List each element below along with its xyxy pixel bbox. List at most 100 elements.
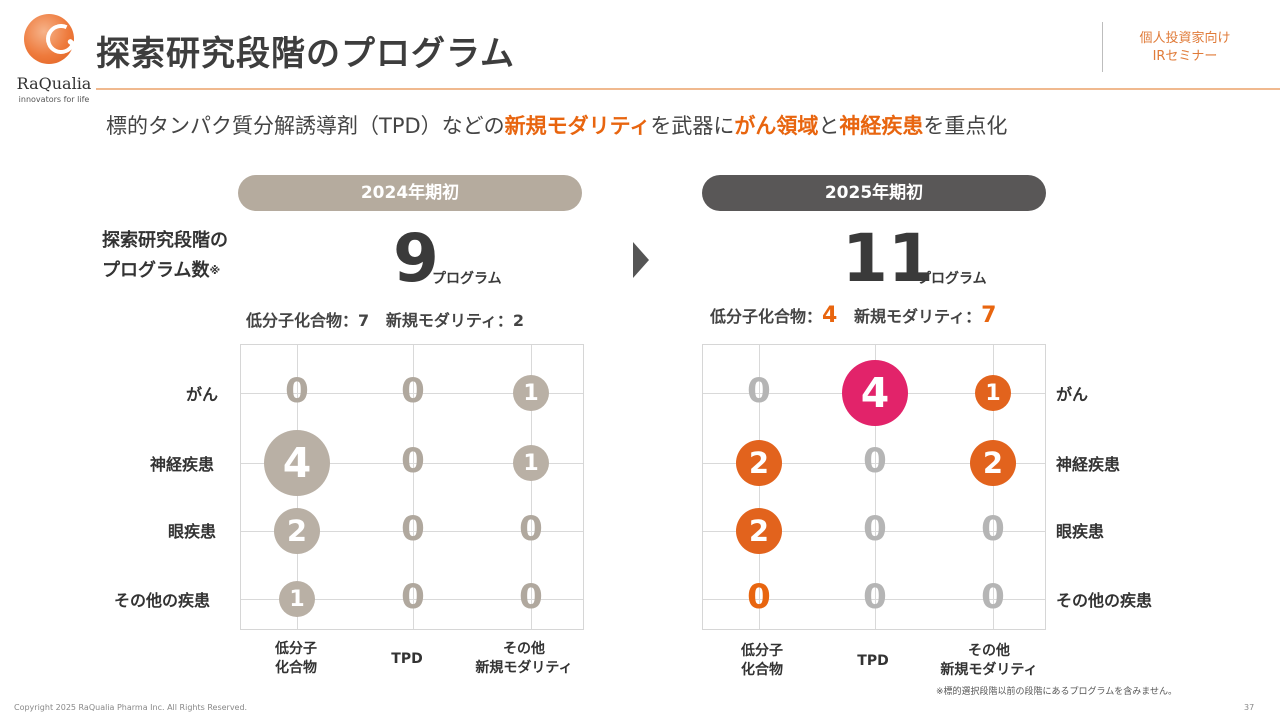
logo-name: RaQualia [16,74,92,93]
period-2025-pill: 2025年期初 [702,175,1046,211]
arrow-right-icon [633,242,649,278]
page-number: 37 [1244,703,1255,712]
col-label-small-2025: 低分子 化合物 [702,642,822,680]
row-label-neuro-left: 神経疾患 [150,455,215,474]
col-label-tpd-2025: TPD [813,652,933,671]
col-label-small-2025-line-2: 化合物 [741,662,783,678]
col-label-tpd-2024: TPD [347,650,467,669]
cell-2024-eye-tpd: 0 [401,509,425,549]
cell-2025-eye-modality: 0 [981,509,1005,549]
logo-tagline: innovators for life [18,95,90,104]
grid-line-vertical [993,345,994,629]
subtitle-highlight-modality: 新規モダリティ [504,114,651,138]
grid-line-vertical [759,345,760,629]
cell-2025-eye-tpd: 0 [863,509,887,549]
cell-2025-neuro-small: 2 [736,440,782,486]
subtitle-highlight-cancer: がん領域 [734,114,819,138]
page-title: 探索研究段階のプログラム [96,34,515,74]
grid-line-horizontal [241,463,583,464]
col-label-small-2024-line-1: 低分子 [275,641,317,657]
cell-2025-other-modality: 0 [981,577,1005,617]
row-label-other-right: その他の疾患 [1056,591,1153,610]
subtitle-highlight-neuro: 神経疾患 [839,114,924,138]
subtitle-part-2: を武器に [650,114,735,138]
row-label-neuro-right: 神経疾患 [1056,455,1121,474]
cell-2025-cancer-modality: 1 [975,375,1011,411]
footnote: ※標的選択段階以前の段階にあるプログラムを含みません。 [936,687,1178,697]
cell-2025-neuro-tpd: 0 [863,441,887,481]
col-label-modality-2025: その他 新規モダリティ [929,642,1049,680]
cell-2024-eye-modality: 0 [519,509,543,549]
col-label-modality-2024: その他 新規モダリティ [464,640,584,678]
cell-2024-neuro-modality: 1 [513,445,549,481]
cell-2025-eye-small: 2 [736,508,782,554]
col-label-tpd-2024-line-1: TPD [391,651,423,667]
cell-2024-other-tpd: 0 [401,577,425,617]
row-label-other-left: その他の疾患 [114,591,211,610]
subtitle-part-4: を重点化 [923,114,1008,138]
grid-line-vertical [413,345,414,629]
cell-2024-other-modality: 0 [519,577,543,617]
total-2025: 11 [842,220,934,297]
row-label-eye-right: 眼疾患 [1056,522,1105,541]
audience-line-1: 個人投資家向け [1139,31,1231,46]
grid-line-horizontal [703,531,1045,532]
cell-2024-eye-small: 2 [274,508,320,554]
period-2024-pill: 2024年期初 [238,175,582,211]
cell-2024-neuro-tpd: 0 [401,441,425,481]
grid-line-horizontal [703,463,1045,464]
header-underline [96,88,1280,90]
grid-line-horizontal [241,393,583,394]
total-2024-unit: プログラム [432,271,502,287]
copyright: Copyright 2025 RaQualia Pharma Inc. All … [14,703,248,712]
cell-2025-neuro-modality: 2 [970,440,1016,486]
cell-2025-cancer-small: 0 [747,371,771,411]
col-label-modality-2025-line-2: 新規モダリティ [940,662,1038,678]
subtitle-part-3: と [818,114,840,138]
breakdown-2025-modality-value: 7 [981,303,997,328]
cell-2025-other-small: 0 [747,577,771,617]
header-divider [1102,22,1103,72]
total-2024: 9 [393,220,439,297]
breakdown-2024: 低分子化合物：7 新規モダリティ：2 [246,307,524,331]
cell-2025-cancer-tpd: 4 [842,360,908,426]
col-label-small-2024: 低分子 化合物 [236,640,356,678]
program-count-label-line-1: 探索研究段階の [102,230,228,251]
audience-line-2: IRセミナー [1152,49,1218,64]
total-2025-unit: プログラム [917,271,987,287]
col-label-small-2024-line-2: 化合物 [275,660,317,676]
cell-2024-cancer-small: 0 [285,371,309,411]
cell-2024-cancer-modality: 1 [513,375,549,411]
breakdown-2025-small-label: 低分子化合物： [710,307,823,326]
subtitle: 標的タンパク質分解誘導剤（TPD）などの新規モダリティを武器にがん領域と神経疾患… [106,110,1007,140]
breakdown-2025-modality-label: 新規モダリティ： [854,307,982,326]
col-label-modality-2025-line-1: その他 [968,643,1010,659]
company-logo: RaQualia innovators for life [12,14,96,106]
breakdown-2024-small-value: 7 [358,311,370,330]
program-count-label: 探索研究段階の プログラム数※ [102,226,228,286]
program-count-label-line-2: プログラム数 [102,260,210,281]
audience-label: 個人投資家向け IRセミナー [1110,30,1260,66]
logo-mark-icon [24,14,86,64]
breakdown-2024-modality-label: 新規モダリティ： [385,311,513,330]
grid-line-vertical [875,345,876,629]
col-label-small-2025-line-1: 低分子 [741,643,783,659]
footnote-mark: ※ [209,264,221,277]
matrix-2025: 0 4 1 2 0 2 2 0 0 0 0 0 [702,344,1046,630]
cell-2024-cancer-tpd: 0 [401,371,425,411]
row-label-eye-left: 眼疾患 [168,522,217,541]
col-label-modality-2024-line-2: 新規モダリティ [475,660,573,676]
grid-line-horizontal [703,599,1045,600]
row-label-cancer-right: がん [1056,385,1089,404]
subtitle-part-1: 標的タンパク質分解誘導剤（TPD）などの [106,114,505,138]
breakdown-2025: 低分子化合物：4 新規モダリティ：7 [710,303,996,328]
col-label-tpd-2025-line-1: TPD [857,653,889,669]
cell-2024-neuro-small: 4 [264,430,330,496]
cell-2024-other-small: 1 [279,581,315,617]
grid-line-horizontal [241,531,583,532]
breakdown-2024-modality-value: 2 [512,311,525,330]
grid-line-horizontal [241,599,583,600]
cell-2025-other-tpd: 0 [863,577,887,617]
grid-line-vertical [531,345,532,629]
matrix-2024: 0 0 1 4 0 1 2 0 0 1 0 0 [240,344,584,630]
